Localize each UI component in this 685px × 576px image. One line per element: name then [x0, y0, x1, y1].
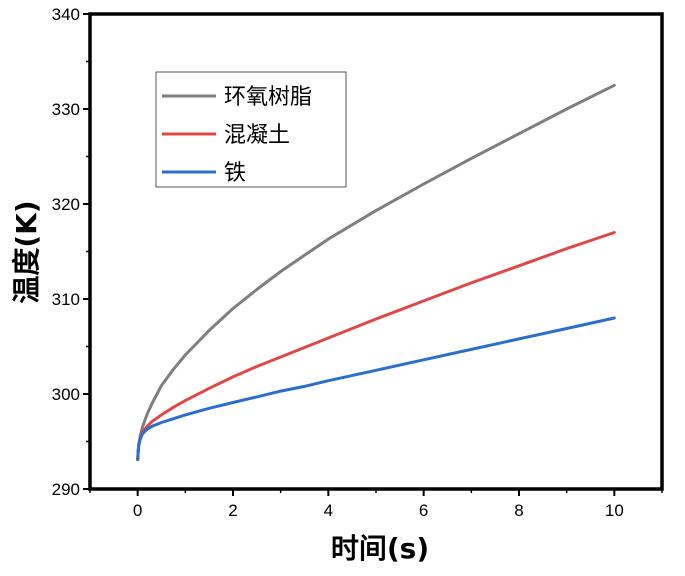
legend-label: 铁	[224, 161, 246, 186]
x-tick-label: 8	[514, 501, 523, 520]
y-tick-label: 320	[52, 195, 80, 214]
series-line-0	[136, 83, 616, 461]
x-axis-title: 时间(s)	[331, 532, 429, 565]
legend-box	[155, 71, 347, 188]
y-tick-label: 340	[52, 5, 80, 24]
x-tick-label: 4	[324, 501, 333, 520]
y-tick-label: 300	[52, 385, 80, 404]
plot-frame	[88, 12, 664, 491]
x-tick-label: 0	[133, 501, 142, 520]
x-tick-label: 10	[605, 501, 624, 520]
x-tick-label: 6	[419, 501, 428, 520]
x-tick-label: 2	[228, 501, 237, 520]
legend-label: 混凝土	[224, 123, 290, 148]
series-line-2	[136, 316, 616, 461]
y-axis-title: 温度(K)	[10, 200, 43, 303]
series-layer	[136, 83, 616, 461]
tick-layer: 0 2 4 6 8 10 290 300 310 320 330 340	[52, 5, 663, 520]
y-tick-label: 330	[52, 100, 80, 119]
legend-label: 环氧树脂	[224, 85, 312, 110]
y-tick-label: 290	[52, 480, 80, 499]
y-tick-label: 310	[52, 290, 80, 309]
series-line-1	[136, 231, 616, 461]
